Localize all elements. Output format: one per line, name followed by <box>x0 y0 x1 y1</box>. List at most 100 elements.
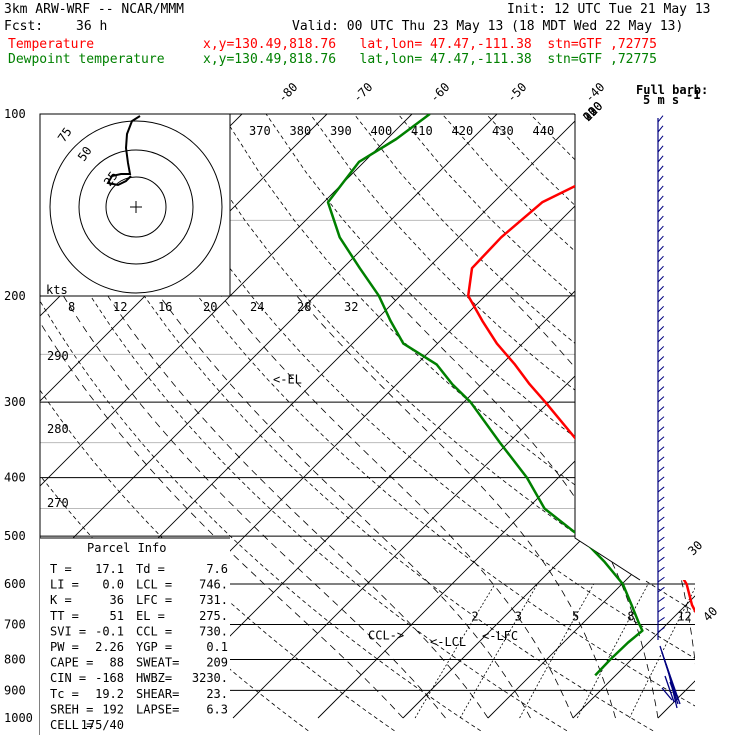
isotherm-line <box>402 114 695 719</box>
wind-barb <box>657 235 664 243</box>
pressure-tick-label: 800 <box>4 652 26 666</box>
pressure-tick-label: 1000 <box>4 711 33 725</box>
barb-legend-unit: 5 m s <box>643 93 679 107</box>
theta-left-label: 290 <box>47 349 69 363</box>
wind-barb <box>657 175 664 183</box>
theta-left-label: 270 <box>47 496 69 510</box>
moist-adiabat-line <box>62 295 446 719</box>
wind-barb <box>657 135 664 143</box>
parcel-param-value: 192 <box>102 702 124 716</box>
moist-adiabat-line <box>508 295 695 719</box>
dry-adiabat-line <box>40 114 568 732</box>
mixing-ratio-line <box>519 583 595 719</box>
theta-label: 420 <box>452 124 474 138</box>
wind-barb <box>657 506 665 513</box>
wind-barb <box>657 205 664 213</box>
pressure-tick-label: 100 <box>4 107 26 121</box>
mixing-ratio-line <box>414 583 496 719</box>
wind-barb <box>657 315 665 323</box>
parcel-param-name: HWBZ= <box>136 671 172 685</box>
dry-adiabat-line <box>177 114 695 732</box>
speed-axis-label: 20 <box>203 300 217 314</box>
moist-adiabat-line <box>390 295 659 719</box>
wind-barb <box>657 285 664 293</box>
wind-barb <box>657 165 664 173</box>
init-time: Init: 12 UTC Tue 21 May 13 <box>507 2 711 17</box>
mixing-ratio-line <box>629 583 695 719</box>
mixing-ratio-line <box>576 583 649 719</box>
wind-barb <box>661 687 673 701</box>
wind-barb <box>657 115 664 123</box>
dry-adiabat-line <box>40 114 309 732</box>
wind-barb <box>657 185 664 193</box>
speed-axis-label: 16 <box>158 300 172 314</box>
parcel-param-name: CIN = <box>50 671 86 685</box>
parcel-param-value: 209 <box>206 656 228 670</box>
isotherm-label: -70 <box>350 80 375 105</box>
wind-barb <box>657 386 665 393</box>
wind-barb <box>657 225 664 233</box>
forecast-hour: 36 h <box>76 19 108 34</box>
parcel-param-name: T = <box>50 562 72 576</box>
model-title: 3km ARW-WRF -- NCAR/MMM <box>4 2 185 17</box>
speed-axis-label: 24 <box>250 300 264 314</box>
parcel-param-value: 23. <box>206 687 228 701</box>
wind-barb <box>657 556 665 563</box>
dry-adiabat-line <box>309 114 695 732</box>
pressure-tick-label: 300 <box>4 395 26 409</box>
hodograph-ring <box>49 120 223 294</box>
wind-barb <box>657 486 665 493</box>
wind-barb <box>657 396 665 403</box>
mixing-ratio-label: 2 <box>471 609 478 623</box>
wind-barb <box>657 275 664 283</box>
moist-adiabat-line <box>644 295 695 718</box>
isotherm-label: 30 <box>685 538 705 558</box>
parcel-param-name: CAPE = <box>50 656 93 670</box>
barb-legend-exponent: -1 <box>686 88 700 102</box>
wind-barb <box>669 681 679 705</box>
lfc-marker: <-LFC <box>482 629 518 643</box>
wind-barb <box>657 346 665 353</box>
dry-adiabat-line <box>221 114 695 732</box>
moist-adiabat-line <box>107 295 489 719</box>
parcel-param-name: SWEAT= <box>136 656 179 670</box>
parcel-param-value: 36 <box>110 593 124 607</box>
valid-time: Valid: 00 UTC Thu 23 May 13 (18 MDT Wed … <box>292 19 684 34</box>
wind-barb <box>657 295 664 303</box>
el-marker: <-EL <box>273 372 302 386</box>
wind-barb <box>657 466 665 473</box>
parcel-param-name: LI = <box>50 578 79 592</box>
wind-barb <box>657 516 665 523</box>
dry-adiabat-line <box>353 114 695 732</box>
parcel-param-name: SREH = <box>50 702 93 716</box>
forecast-label: Fcst: <box>4 19 44 34</box>
parcel-param-name: SHEAR= <box>136 687 179 701</box>
temperature-profile-line <box>466 114 695 677</box>
dewpoint-legend-label: Dewpoint temperature <box>8 52 165 67</box>
hodograph-units-label: kts <box>46 283 68 297</box>
wind-barb <box>657 125 664 133</box>
wind-barb <box>657 336 665 343</box>
wind-barb <box>657 376 665 383</box>
theta-label: 440 <box>533 124 555 138</box>
wind-barb <box>657 596 665 603</box>
hodograph-ring-label: 75 <box>55 125 75 145</box>
speed-axis-label: 32 <box>344 300 358 314</box>
isotherm-label: -80 <box>275 80 300 105</box>
wind-barb <box>657 446 665 453</box>
theta-label: 380 <box>290 124 312 138</box>
isotherm-line <box>317 114 695 719</box>
parcel-param-value: 2.26 <box>95 640 124 654</box>
wind-barb <box>657 436 665 443</box>
wind-barb <box>657 617 665 623</box>
speed-axis-label: 28 <box>297 300 311 314</box>
wind-barb <box>657 476 665 483</box>
wind-barb <box>657 356 665 363</box>
theta-label: 400 <box>371 124 393 138</box>
plot-frame-right <box>574 114 641 581</box>
hodograph-ring <box>78 149 194 265</box>
mixing-ratio-line <box>459 583 538 719</box>
moist-adiabat-line <box>40 295 404 719</box>
wind-barb <box>657 255 664 263</box>
